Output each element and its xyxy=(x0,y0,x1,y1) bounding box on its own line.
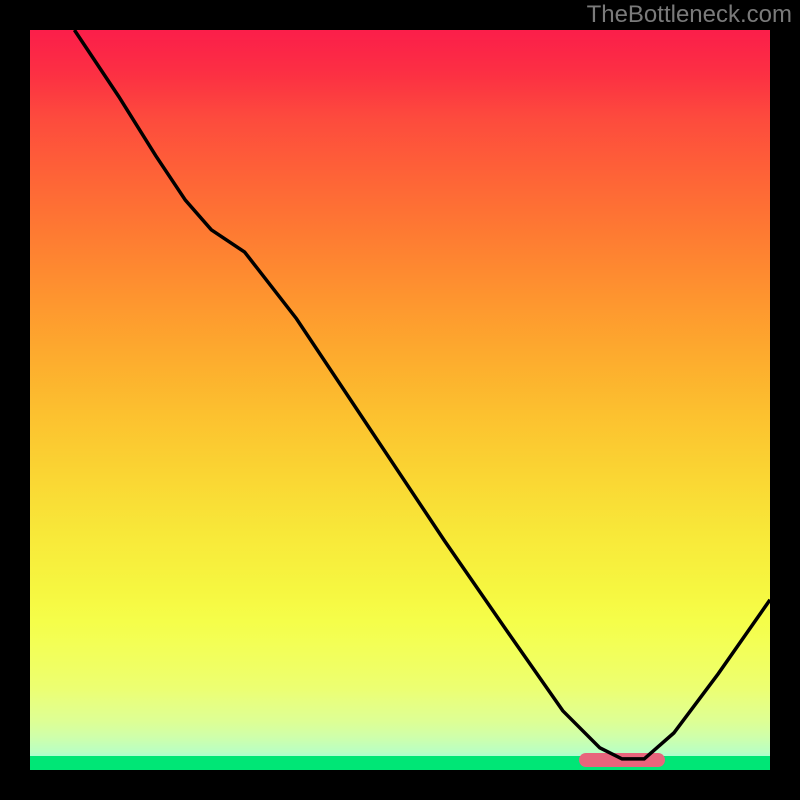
watermark-text: TheBottleneck.com xyxy=(587,1,792,29)
bottleneck-curve xyxy=(30,30,770,770)
curve-path xyxy=(74,30,770,759)
plot-area xyxy=(30,30,770,770)
